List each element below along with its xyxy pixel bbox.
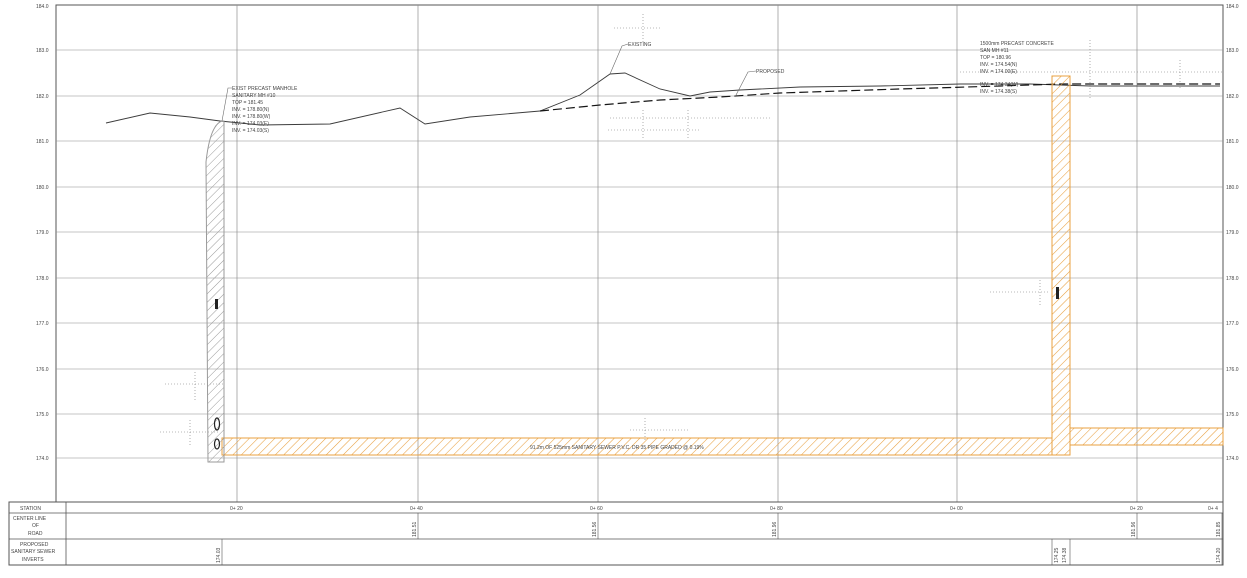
table-row-road-label-0: CENTER LINE bbox=[13, 516, 47, 522]
elev-right-10: 174.0 bbox=[1226, 456, 1239, 462]
proposed-leader bbox=[734, 70, 757, 98]
existing-ground-line bbox=[105, 72, 1220, 126]
mh-right-line-0: 1500mm PRECAST CONCRETE bbox=[980, 41, 1054, 47]
mh-right-callout: 1500mm PRECAST CONCRETE SAN MH #11 TOP =… bbox=[980, 41, 1054, 95]
mh-left-line-5: INV. = 174.03(E) bbox=[232, 121, 269, 127]
existing-label: EXISTING bbox=[628, 42, 651, 48]
manhole-right-marker bbox=[1056, 287, 1059, 299]
elev-right-6: 178.0 bbox=[1226, 276, 1239, 282]
mh-left-line-6: INV. = 174.03(S) bbox=[232, 128, 269, 134]
station-label-6: 0+ 4 bbox=[1208, 506, 1218, 512]
elev-left-8: 176.0 bbox=[36, 367, 49, 373]
elev-right-2: 182.0 bbox=[1226, 94, 1239, 100]
elev-left-5: 179.0 bbox=[36, 230, 49, 236]
invert-value-0: 174.03 bbox=[216, 547, 222, 563]
station-grid bbox=[236, 5, 1138, 502]
mh-right-line-6: INV. = 174.38(S) bbox=[980, 89, 1017, 95]
elev-right-9: 175.0 bbox=[1226, 412, 1239, 418]
manhole-left-marker-3 bbox=[213, 438, 221, 450]
station-label-0: 0+ 20 bbox=[230, 506, 243, 512]
mh-left-line-1: SANITARY MH #10 bbox=[232, 93, 276, 99]
elev-left-6: 178.0 bbox=[36, 276, 49, 282]
elev-left-7: 177.0 bbox=[36, 321, 49, 327]
mh-right-line-4: INV. = 174.00(E) bbox=[980, 69, 1017, 75]
table-row-invert-label-1: SANITARY SEWER bbox=[11, 549, 56, 555]
elev-right-1: 183.0 bbox=[1226, 48, 1239, 54]
road-value-0: 181.51 bbox=[412, 521, 418, 537]
elevation-labels-right: 184.0 183.0 182.0 181.0 180.0 179.0 178.… bbox=[1226, 4, 1239, 462]
manhole-left bbox=[205, 120, 225, 463]
elev-right-5: 179.0 bbox=[1226, 230, 1239, 236]
elev-right-0: 184.0 bbox=[1226, 4, 1239, 10]
construction-dots bbox=[160, 14, 1222, 446]
elev-left-10: 174.0 bbox=[36, 456, 49, 462]
elev-left-0: 184.0 bbox=[36, 4, 49, 10]
road-value-2: 181.96 bbox=[772, 521, 778, 537]
mh-right-line-1: SAN MH #11 bbox=[980, 48, 1009, 54]
invert-value-1: 174.25 bbox=[1054, 547, 1060, 563]
mh-left-callout: EXIST PRECAST MANHOLE SANITARY MH #10 TO… bbox=[221, 86, 298, 134]
mh-left-line-2: TOP = 181.45 bbox=[232, 100, 263, 106]
elev-right-7: 177.0 bbox=[1226, 321, 1239, 327]
road-value-1: 181.56 bbox=[592, 521, 598, 537]
existing-leader bbox=[609, 43, 629, 75]
elevation-labels-left: 184.0 183.0 182.0 181.0 180.0 179.0 178.… bbox=[36, 4, 49, 462]
manhole-left-marker-1 bbox=[215, 299, 218, 309]
manhole-left-marker-2 bbox=[213, 417, 221, 431]
road-value-4: 181.85 bbox=[1216, 521, 1222, 537]
invert-value-3: 174.20 bbox=[1216, 547, 1222, 563]
proposed-ground-line bbox=[539, 83, 1220, 112]
table-row-station-label: STATION bbox=[20, 506, 41, 512]
mh-left-line-3: INV. = 178.80(N) bbox=[232, 107, 270, 113]
elevation-grid bbox=[56, 49, 1223, 459]
pipe-callout: 91.2m OF 525mm SANITARY SEWER P.V.C. DR … bbox=[530, 445, 704, 451]
elev-left-4: 180.0 bbox=[36, 185, 49, 191]
mh-left-line-4: INV. = 178.80(W) bbox=[232, 114, 271, 120]
table-row-invert-label-2: INVERTS bbox=[22, 557, 44, 563]
station-label-1: 0+ 40 bbox=[410, 506, 423, 512]
mh-right-line-2: TOP = 180.96 bbox=[980, 55, 1011, 61]
elev-left-3: 181.0 bbox=[36, 139, 49, 145]
table-row-road-label-2: ROAD bbox=[28, 531, 43, 537]
table-row-invert-label-0: PROPOSED bbox=[20, 542, 49, 548]
road-value-3: 181.96 bbox=[1131, 521, 1137, 537]
elev-left-9: 175.0 bbox=[36, 412, 49, 418]
invert-value-2: 174.38 bbox=[1062, 547, 1068, 563]
mh-left-line-0: EXIST PRECAST MANHOLE bbox=[232, 86, 298, 92]
station-label-5: 0+ 20 bbox=[1130, 506, 1143, 512]
station-label-3: 0+ 80 bbox=[770, 506, 783, 512]
mh-right-line-3: INV. = 174.54(N) bbox=[980, 62, 1018, 68]
elev-right-3: 181.0 bbox=[1226, 139, 1239, 145]
proposed-label: PROPOSED bbox=[756, 69, 785, 75]
table-row-road-label-1: OF bbox=[32, 523, 39, 529]
station-label-2: 0+ 60 bbox=[590, 506, 603, 512]
elev-left-2: 182.0 bbox=[36, 94, 49, 100]
elev-right-8: 176.0 bbox=[1226, 367, 1239, 373]
mh-right-line-5: INV. = 174.34(W) bbox=[980, 82, 1019, 88]
station-label-4: 0+ 00 bbox=[950, 506, 963, 512]
elev-left-1: 183.0 bbox=[36, 48, 49, 54]
profile-data-table: STATION CENTER LINE OF ROAD PROPOSED SAN… bbox=[8, 501, 1224, 566]
manhole-right bbox=[1051, 75, 1071, 456]
sanitary-pipe-segment-2 bbox=[1069, 427, 1224, 446]
elev-right-4: 180.0 bbox=[1226, 185, 1239, 191]
